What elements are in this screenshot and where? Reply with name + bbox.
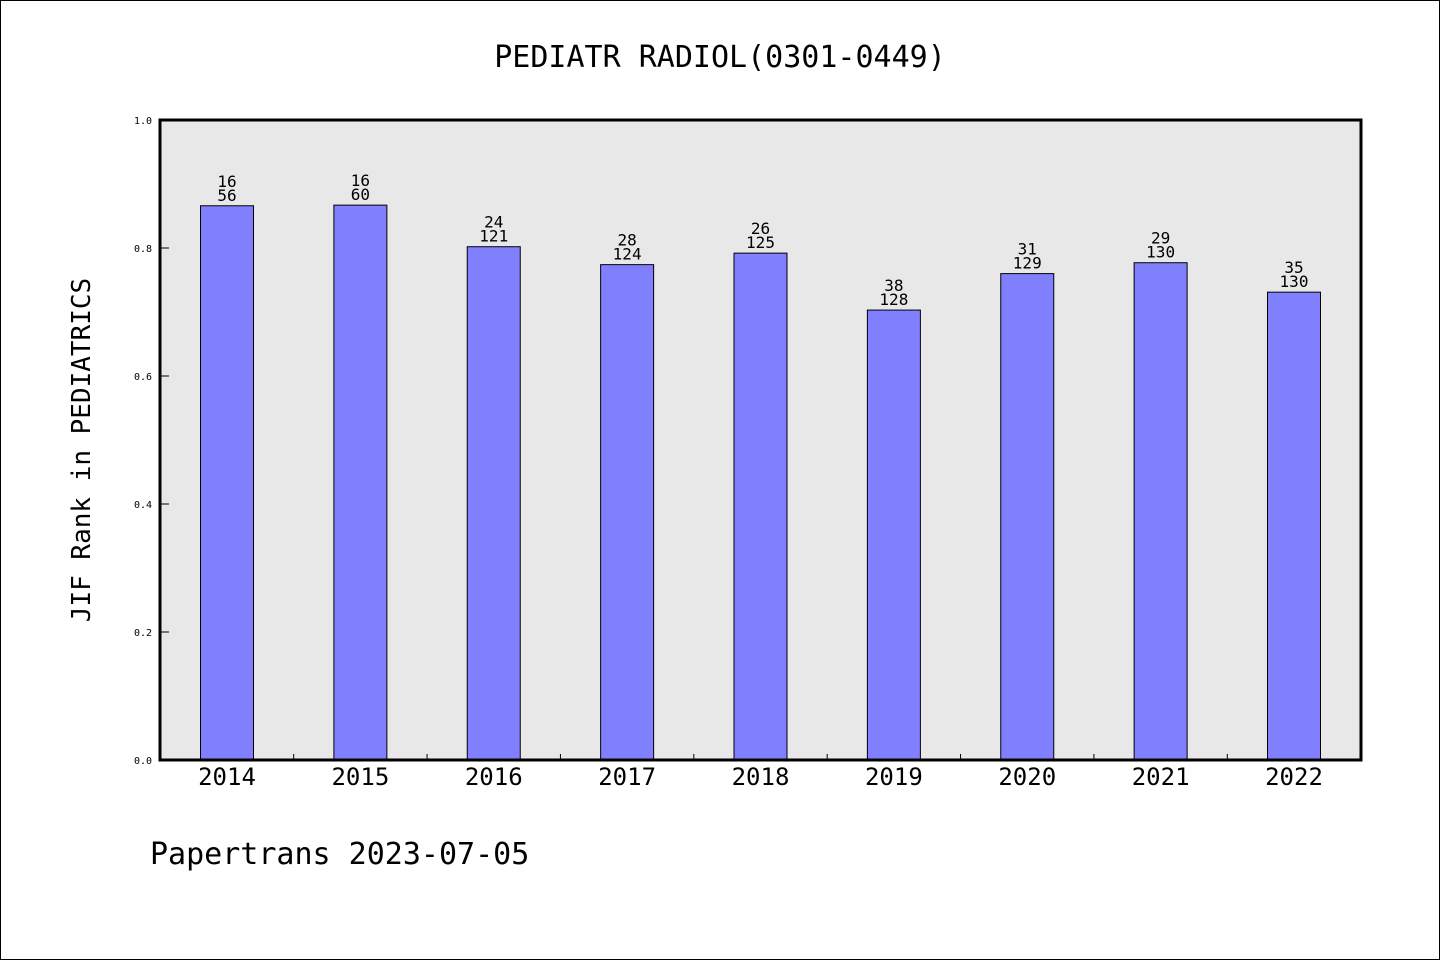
bar-2019 [866, 309, 921, 761]
x-tick-label-2021: 2021 [1132, 763, 1190, 791]
bar-2016 [466, 246, 521, 761]
bar-label-total-2018: 125 [746, 233, 775, 252]
x-axis: 2014 2015 2016 2017 2018 2019 2020 2021 2022 [198, 754, 1323, 791]
bar-label-total-2021: 130 [1146, 243, 1175, 262]
x-tick-label-2017: 2017 [598, 763, 656, 791]
bar-2015 [333, 204, 388, 761]
bar-label-total-2020: 129 [1013, 254, 1042, 273]
bar-label-rank-2019: 38 [884, 276, 903, 295]
bar-label-rank-2022: 35 [1284, 258, 1303, 277]
y-tick-label-0.0: 0.0 [134, 756, 152, 767]
y-tick-label-0.2: 0.2 [134, 628, 152, 639]
x-tick-label-2015: 2015 [331, 763, 389, 791]
bars-layer [200, 204, 1321, 761]
chart-title: PEDIATR RADIOL(0301-0449) [494, 40, 946, 75]
x-tick-label-2014: 2014 [198, 763, 256, 791]
y-tick-label-0.6: 0.6 [134, 372, 152, 383]
bar-2021 [1133, 262, 1188, 761]
bar-label-total-2014: 56 [217, 186, 236, 205]
bar-2018 [733, 252, 788, 761]
bar-label-total-2019: 128 [879, 290, 908, 309]
bar-label-rank-2017: 28 [617, 231, 636, 250]
bar-label-rank-2021: 29 [1151, 229, 1170, 248]
footer-credit: Papertrans 2023-07-05 [150, 837, 529, 872]
bar-2022 [1267, 291, 1321, 761]
y-axis-label: JIF Rank in PEDIATRICS [67, 278, 97, 622]
x-tick-label-2022: 2022 [1265, 763, 1323, 791]
y-tick-label-0.4: 0.4 [134, 500, 152, 511]
bar-label-rank-2020: 31 [1018, 240, 1037, 259]
bar-label-rank-2014: 16 [217, 172, 236, 191]
y-tick-label-0.8: 0.8 [134, 244, 152, 255]
y-tick-label-1.0: 1.0 [134, 116, 152, 127]
bar-2014 [200, 205, 254, 761]
x-tick-label-2020: 2020 [998, 763, 1056, 791]
plot-border [158, 118, 1363, 762]
bar-label-total-2017: 124 [613, 245, 642, 264]
bar-label-total-2015: 60 [351, 185, 370, 204]
bar-2017 [600, 264, 655, 761]
bar-label-rank-2018: 26 [751, 219, 770, 238]
bar-label-rank-2015: 16 [351, 171, 370, 190]
bar-label-rank-2016: 24 [484, 213, 503, 232]
bar-label-total-2022: 130 [1280, 272, 1309, 291]
x-tick-label-2019: 2019 [865, 763, 923, 791]
bar-label-total-2016: 121 [479, 227, 508, 246]
x-tick-label-2016: 2016 [465, 763, 523, 791]
bar-2020 [1000, 273, 1055, 761]
x-tick-label-2018: 2018 [732, 763, 790, 791]
